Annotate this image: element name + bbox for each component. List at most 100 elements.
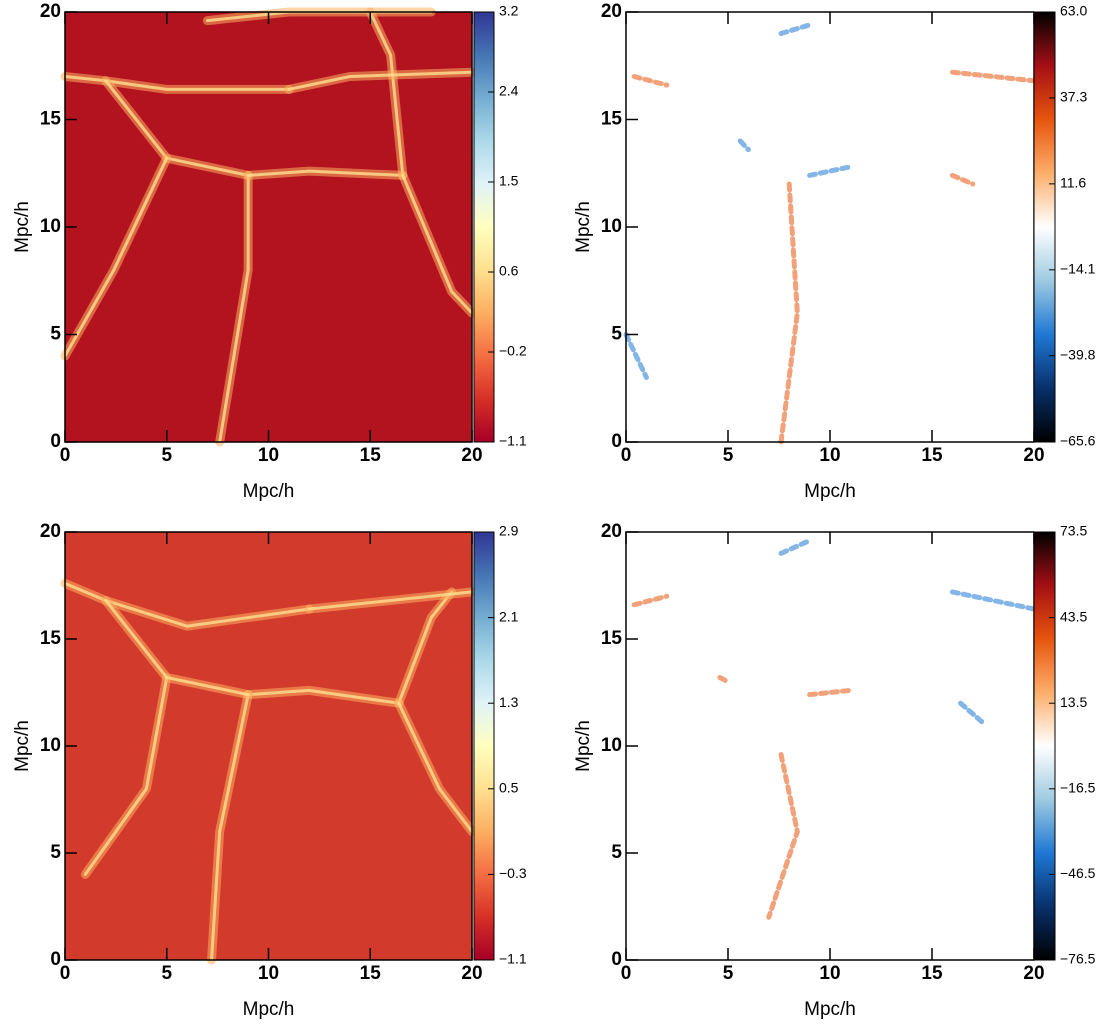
filament bbox=[623, 332, 649, 380]
colorbar-tick-label: −46.5 bbox=[1060, 865, 1096, 881]
x-tick-label: 0 bbox=[621, 963, 632, 984]
colorbar-tick-label: 63.0 bbox=[1060, 3, 1087, 19]
heatmap-field bbox=[626, 12, 1034, 442]
y-tick-label: 10 bbox=[601, 216, 622, 237]
colorbar-tick-label: 13.5 bbox=[1060, 694, 1087, 710]
colorbar-tick-label: −1.1 bbox=[499, 951, 527, 967]
x-tick-label: 10 bbox=[819, 445, 840, 466]
filament bbox=[717, 675, 731, 685]
heatmap-field bbox=[626, 532, 1034, 960]
y-tick-label: 10 bbox=[40, 735, 61, 756]
x-tick-label: 5 bbox=[723, 445, 734, 466]
y-tick-label: 0 bbox=[611, 431, 622, 452]
panel: 73.5 43.5 13.5 −16.5 −46.5 −76.5 0 5 10 15 20 0 5 10 1… bbox=[573, 521, 1096, 1020]
x-tick-label: 5 bbox=[161, 963, 172, 984]
filament-core bbox=[83, 676, 169, 876]
x-tick-label: 15 bbox=[921, 445, 943, 466]
filament bbox=[778, 181, 800, 445]
filament bbox=[766, 752, 800, 920]
x-tick-label: 10 bbox=[258, 963, 279, 984]
filament-core bbox=[63, 581, 311, 628]
y-tick-label: 20 bbox=[601, 1, 622, 22]
colorbar-tick-label: −76.5 bbox=[1060, 951, 1096, 967]
x-tick-label: 20 bbox=[1023, 963, 1044, 984]
colorbar-tick-label: 2.9 bbox=[499, 523, 519, 539]
colorbar-tick-label: −65.6 bbox=[1060, 433, 1096, 449]
y-tick-label: 5 bbox=[50, 324, 61, 345]
x-tick-label: 10 bbox=[819, 963, 840, 984]
y-tick-label: 20 bbox=[40, 1, 61, 22]
filament-core bbox=[63, 156, 169, 358]
colorbar-tick-label: 0.5 bbox=[499, 780, 519, 796]
y-axis-label: Mpc/h bbox=[573, 720, 594, 772]
colorbar-tick-label: −16.5 bbox=[1060, 780, 1096, 796]
filament-core bbox=[397, 701, 474, 834]
filament-core bbox=[246, 169, 405, 177]
colorbar-tick-label: −0.2 bbox=[499, 343, 527, 359]
y-tick-label: 0 bbox=[50, 431, 61, 452]
filament bbox=[778, 22, 813, 36]
filament bbox=[807, 687, 853, 698]
y-tick-label: 0 bbox=[611, 949, 622, 970]
y-tick-label: 10 bbox=[40, 216, 61, 237]
x-tick-label: 0 bbox=[60, 963, 71, 984]
filament bbox=[807, 164, 853, 178]
panel: 3.2 2.4 1.5 0.6 −0.2 −1.1 0 5 10 15 20 0 5 10 15 20 Mpc/… bbox=[12, 1, 527, 502]
x-tick-label: 0 bbox=[60, 445, 71, 466]
colorbar-tick-label: 2.1 bbox=[499, 608, 519, 624]
colorbar-tick-label: −39.8 bbox=[1060, 346, 1096, 362]
y-tick-label: 20 bbox=[601, 521, 622, 542]
filament-core bbox=[307, 590, 474, 611]
filament-core bbox=[368, 10, 405, 177]
colorbar-tick-label: 1.3 bbox=[499, 694, 519, 710]
x-axis-label: Mpc/h bbox=[804, 999, 856, 1020]
filament-core bbox=[218, 173, 250, 444]
colorbar-tick-label: 1.5 bbox=[499, 173, 519, 189]
colorbar bbox=[1033, 11, 1056, 443]
x-tick-label: 20 bbox=[1023, 445, 1044, 466]
x-tick-label: 20 bbox=[461, 963, 482, 984]
colorbar bbox=[473, 11, 495, 443]
y-tick-label: 15 bbox=[601, 109, 623, 130]
x-tick-label: 20 bbox=[461, 445, 482, 466]
y-tick-label: 10 bbox=[601, 735, 622, 756]
colorbar-tick-label: −14.1 bbox=[1060, 261, 1096, 277]
colorbar-tick-label: −1.1 bbox=[499, 433, 527, 449]
x-tick-label: 15 bbox=[360, 445, 382, 466]
y-tick-label: 5 bbox=[50, 842, 61, 863]
x-tick-label: 10 bbox=[258, 445, 279, 466]
x-axis-label: Mpc/h bbox=[243, 481, 295, 502]
filament bbox=[949, 172, 976, 187]
filament bbox=[949, 69, 1037, 84]
x-tick-label: 15 bbox=[921, 963, 943, 984]
x-axis-label: Mpc/h bbox=[243, 999, 295, 1020]
filament-core bbox=[104, 598, 250, 697]
y-axis-label: Mpc/h bbox=[12, 720, 33, 772]
filament-core bbox=[397, 590, 454, 705]
y-tick-label: 15 bbox=[40, 109, 62, 130]
x-axis-label: Mpc/h bbox=[804, 481, 856, 502]
colorbar-tick-label: 3.2 bbox=[499, 3, 519, 19]
colorbar bbox=[473, 531, 495, 961]
filament-core bbox=[246, 688, 401, 705]
y-tick-label: 5 bbox=[611, 842, 622, 863]
x-tick-label: 5 bbox=[161, 445, 172, 466]
filament-core bbox=[401, 173, 474, 315]
colorbar-tick-label: 37.3 bbox=[1060, 89, 1087, 105]
x-tick-label: 0 bbox=[621, 445, 632, 466]
y-tick-label: 20 bbox=[40, 521, 61, 542]
filament bbox=[958, 700, 988, 728]
filament-core bbox=[210, 693, 250, 962]
filament bbox=[631, 593, 670, 608]
filament bbox=[949, 589, 1037, 612]
y-tick-label: 15 bbox=[40, 628, 62, 649]
y-axis-label: Mpc/h bbox=[573, 201, 594, 253]
filament-core bbox=[287, 70, 474, 91]
y-axis-label: Mpc/h bbox=[12, 201, 33, 253]
colorbar-tick-label: 43.5 bbox=[1060, 608, 1087, 624]
colorbar-tick-label: −0.3 bbox=[499, 865, 527, 881]
x-tick-label: 5 bbox=[723, 963, 734, 984]
panel: 63.0 37.3 11.6 −14.1 −39.8 −65.6 0 5 10 15 20 0 5 10 1… bbox=[573, 1, 1096, 502]
colorbar-tick-label: 11.6 bbox=[1060, 175, 1086, 191]
filament bbox=[737, 138, 751, 153]
